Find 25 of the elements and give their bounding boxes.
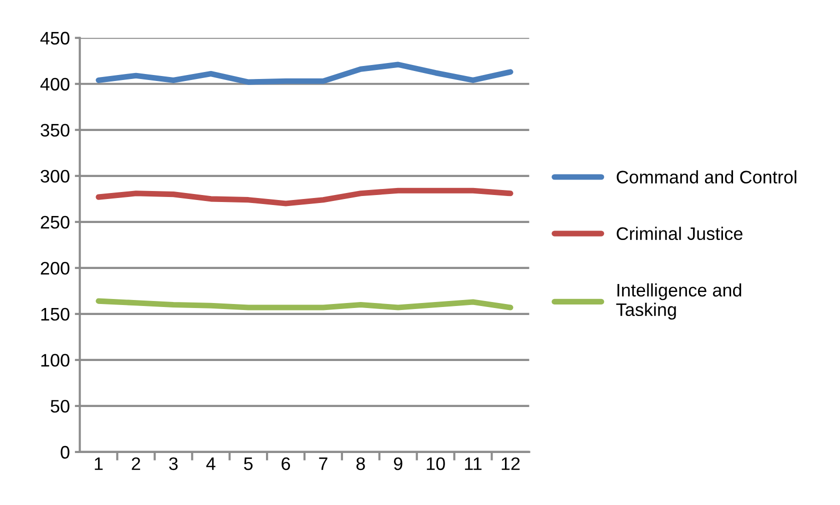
y-tick-label: 200	[40, 262, 70, 275]
x-tick-label: 2	[132, 457, 140, 470]
y-tick-label: 250	[40, 216, 70, 229]
y-tick-label: 350	[40, 124, 70, 137]
x-tick-label: 10	[426, 457, 445, 470]
legend-label: Command and Control	[616, 170, 796, 184]
x-tick-label: 9	[394, 457, 402, 470]
legend-label: Criminal Justice	[616, 226, 742, 240]
y-tick-label: 400	[40, 78, 70, 91]
y-tick-label: 100	[41, 354, 70, 367]
legend-label: Intelligence and Tasking	[616, 283, 742, 320]
x-tick-label: 4	[206, 458, 216, 470]
x-tick-label: 3	[169, 457, 178, 470]
y-tick-label: 300	[40, 170, 70, 183]
x-tick-label: 5	[244, 458, 253, 470]
x-tick-label: 7	[319, 458, 328, 470]
y-tick-label: 450	[40, 32, 70, 45]
x-tick-label: 11	[465, 458, 482, 470]
x-tick-label: 1	[94, 458, 103, 470]
y-tick-label: 0	[60, 446, 70, 459]
x-tick-label: 12	[502, 457, 520, 470]
x-tick-label: 8	[356, 457, 365, 470]
x-tick-label: 6	[282, 457, 290, 470]
y-tick-label: 150	[41, 308, 70, 321]
y-tick-label: 50	[50, 400, 70, 413]
